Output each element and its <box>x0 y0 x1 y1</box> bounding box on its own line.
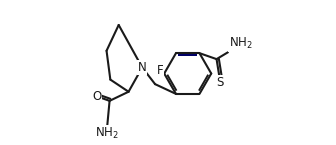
Text: O: O <box>92 90 101 103</box>
Text: F: F <box>157 64 164 77</box>
Text: NH$_2$: NH$_2$ <box>229 36 253 51</box>
Text: S: S <box>217 76 224 89</box>
Text: N: N <box>138 61 146 74</box>
Text: NH$_2$: NH$_2$ <box>95 126 119 141</box>
